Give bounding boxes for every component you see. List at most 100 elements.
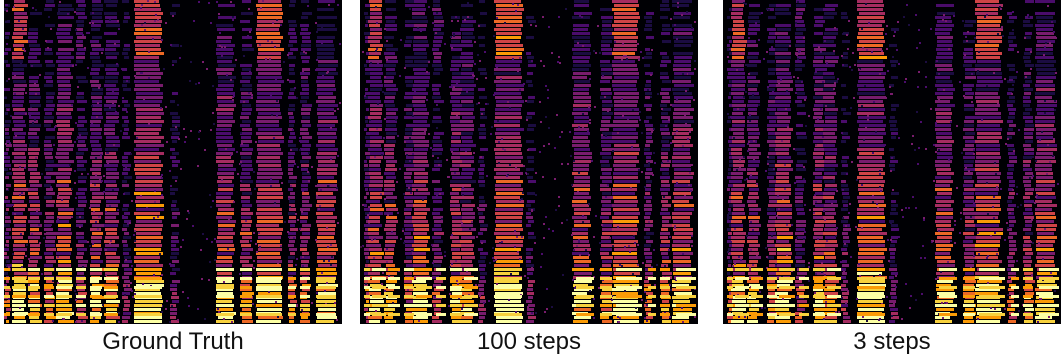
spectrogram-cell — [404, 240, 414, 243]
spectrogram-noise — [547, 89, 549, 91]
spectrogram-cell — [674, 292, 692, 295]
spectrogram-noise — [57, 218, 59, 220]
spectrogram-cell — [386, 176, 396, 179]
spectrogram-cell — [365, 136, 371, 139]
spectrogram-cell — [936, 212, 953, 215]
spectrogram-noise — [63, 318, 65, 320]
spectrogram-cell — [368, 36, 382, 39]
spectrogram-cell — [976, 128, 1002, 131]
spectrogram-noise — [554, 178, 556, 180]
spectrogram-cell — [775, 56, 791, 59]
spectrogram-cell — [404, 176, 411, 179]
spectrogram-cell — [433, 28, 441, 31]
spectrogram-cell — [859, 96, 886, 99]
spectrogram-cell — [1024, 148, 1034, 151]
spectrogram-cell — [613, 164, 636, 167]
spectrogram-cell — [965, 220, 974, 223]
spectrogram-cell — [242, 264, 253, 267]
spectrogram-cell — [134, 316, 162, 319]
spectrogram-cell — [1024, 264, 1031, 267]
spectrogram-cell — [171, 240, 179, 243]
spectrogram-cell — [28, 148, 40, 151]
spectrogram-cell — [727, 220, 731, 223]
spectrogram-harmonic — [4, 304, 10, 307]
spectrogram-cell — [288, 188, 293, 191]
spectrogram-cell — [76, 20, 84, 23]
spectrogram-noise — [656, 264, 658, 266]
spectrogram-cell — [57, 108, 73, 111]
spectrogram-cell — [370, 176, 383, 179]
spectrogram-cell — [1025, 188, 1034, 191]
spectrogram-cell — [494, 264, 520, 267]
spectrogram-noise — [216, 1, 218, 3]
spectrogram-noise — [81, 173, 83, 175]
spectrogram-noise — [326, 227, 328, 229]
spectrogram-noise — [432, 22, 434, 24]
spectrogram-cell — [601, 44, 610, 47]
spectrogram-cell — [257, 240, 280, 243]
spectrogram-cell — [385, 128, 397, 131]
spectrogram-cell — [91, 24, 101, 27]
spectrogram-cell — [412, 168, 425, 171]
spectrogram-cell — [749, 288, 759, 291]
spectrogram-cell — [412, 8, 426, 11]
spectrogram-cell — [288, 160, 295, 163]
spectrogram-harmonic — [44, 304, 54, 307]
spectrogram-harmonic — [600, 277, 612, 280]
spectrogram-cell — [1007, 104, 1013, 107]
spectrogram-cell — [258, 244, 282, 247]
spectrogram-cell — [496, 224, 522, 227]
spectrogram-cell — [434, 308, 441, 311]
spectrogram-cell — [733, 132, 744, 135]
spectrogram-cell — [462, 64, 473, 67]
spectrogram-harmonic — [494, 268, 522, 271]
spectrogram-noise — [335, 184, 337, 186]
spectrogram-cell — [256, 120, 279, 123]
spectrogram-cell — [843, 316, 850, 319]
spectrogram-noise — [821, 271, 823, 273]
spectrogram-cell — [414, 0, 427, 3]
spectrogram-cell — [728, 148, 732, 151]
spectrogram-cell — [527, 292, 534, 295]
spectrogram-noise — [641, 299, 643, 301]
spectrogram-cell — [317, 132, 336, 135]
spectrogram-noise — [917, 163, 919, 165]
spectrogram-cell — [46, 80, 53, 83]
spectrogram-cell — [461, 72, 474, 75]
spectrogram-cell — [1035, 116, 1055, 119]
spectrogram-cell — [302, 288, 310, 291]
spectrogram-cell — [936, 72, 954, 75]
spectrogram-cell — [136, 208, 164, 211]
spectrogram-cell — [317, 224, 336, 227]
spectrogram-cell — [825, 316, 837, 319]
spectrogram-cell — [90, 168, 101, 171]
spectrogram-cell — [777, 108, 791, 111]
spectrogram-cell — [256, 320, 281, 323]
spectrogram-cell — [1035, 64, 1054, 67]
spectrogram-cell — [479, 96, 487, 99]
spectrogram-cell — [813, 184, 822, 187]
spectrogram-noise — [410, 192, 412, 194]
spectrogram-cell — [122, 240, 127, 243]
spectrogram-cell — [749, 60, 761, 63]
spectrogram-cell — [673, 256, 690, 259]
spectrogram-cell — [857, 316, 884, 319]
spectrogram-harmonic — [240, 268, 252, 271]
spectrogram-cell — [496, 216, 522, 219]
spectrogram-noise — [87, 241, 89, 243]
spectrogram-cell — [256, 212, 282, 215]
spectrogram-cell — [674, 12, 691, 15]
spectrogram-cell — [5, 196, 8, 199]
spectrogram-cell — [747, 124, 758, 127]
spectrogram-cell — [58, 88, 71, 91]
spectrogram-cell — [46, 280, 54, 283]
spectrogram-cell — [241, 228, 250, 231]
spectrogram-cell — [495, 228, 523, 231]
spectrogram-cell — [495, 220, 522, 223]
spectrogram-cell — [815, 120, 824, 123]
spectrogram-cell — [216, 204, 231, 207]
spectrogram-noise — [92, 22, 94, 24]
spectrogram-noise — [418, 320, 420, 322]
spectrogram-cell — [384, 180, 394, 183]
spectrogram-noise — [547, 97, 549, 99]
